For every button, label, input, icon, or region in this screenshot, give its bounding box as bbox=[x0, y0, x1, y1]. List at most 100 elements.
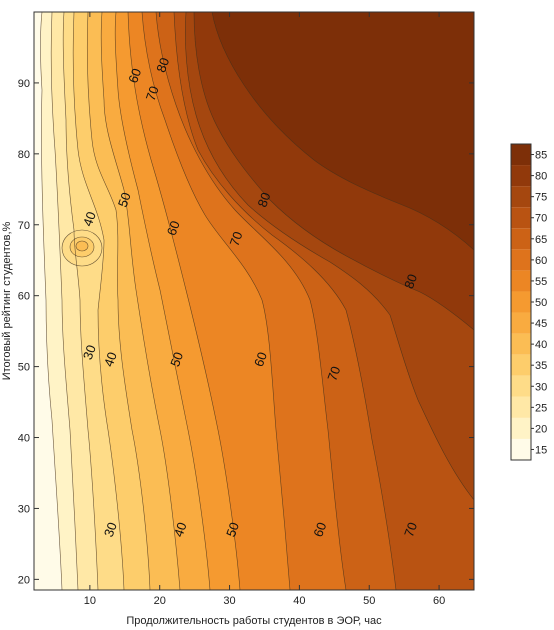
colorbar-swatch bbox=[511, 375, 531, 397]
colorbar-tick-label: 40 bbox=[535, 339, 547, 351]
x-tick-label: 30 bbox=[223, 595, 235, 607]
region-band-85 bbox=[212, 12, 474, 250]
x-tick-label: 10 bbox=[84, 595, 96, 607]
x-tick-label: 20 bbox=[154, 595, 166, 607]
colorbar-swatch bbox=[511, 186, 531, 208]
y-tick-label: 30 bbox=[18, 503, 30, 515]
contour-label-text: 50 bbox=[167, 350, 186, 369]
region-band-30 bbox=[63, 12, 124, 590]
contour-label: 70 bbox=[227, 229, 246, 248]
region-band-80 bbox=[194, 12, 474, 330]
colorbar-tick-label: 70 bbox=[535, 213, 547, 225]
contour-label: 80 bbox=[153, 56, 172, 75]
colorbar-swatch bbox=[511, 207, 531, 229]
contour-label: 60 bbox=[125, 66, 144, 85]
contour-label-text: 40 bbox=[101, 350, 120, 369]
colorbar-swatch bbox=[511, 438, 531, 460]
colorbar-swatch bbox=[511, 396, 531, 418]
colorbar-tick-label: 75 bbox=[535, 192, 547, 204]
contour-label-text: 80 bbox=[401, 272, 420, 291]
x-tick-label: 50 bbox=[363, 595, 375, 607]
contour-lines bbox=[40, 12, 474, 590]
contour-label-text: 60 bbox=[164, 219, 183, 238]
contour-label-text: 80 bbox=[254, 190, 273, 209]
region-band-50 bbox=[115, 12, 240, 590]
contour-label: 30 bbox=[101, 520, 120, 539]
region-band-65 bbox=[156, 12, 396, 590]
contour-label-text: 80 bbox=[153, 56, 172, 75]
contour-label-text: 60 bbox=[125, 66, 144, 85]
contour-label-text: 70 bbox=[401, 520, 420, 539]
x-axis-label: Продолжительность работы студентов в ЭОР… bbox=[126, 615, 382, 627]
contour-label: 60 bbox=[164, 219, 183, 238]
colorbar-swatch bbox=[511, 144, 531, 166]
contour-label: 30 bbox=[80, 343, 99, 362]
contour-label: 50 bbox=[115, 190, 134, 209]
contour-label-text: 50 bbox=[115, 190, 134, 209]
colorbar-swatch bbox=[511, 354, 531, 376]
contour-label-text: 40 bbox=[171, 520, 190, 539]
contour-label: 40 bbox=[80, 210, 99, 229]
contour-label-text: 40 bbox=[80, 210, 99, 229]
y-tick-label: 60 bbox=[18, 291, 30, 303]
region-band-60 bbox=[142, 12, 346, 590]
contour-label: 40 bbox=[171, 520, 190, 539]
region-band-20 bbox=[40, 12, 78, 590]
peak-ring-inner bbox=[76, 241, 88, 251]
colorbar-tick-label: 60 bbox=[535, 255, 547, 267]
plot-frame bbox=[33, 11, 475, 591]
colorbar-swatch bbox=[511, 228, 531, 250]
contour-label-text: 60 bbox=[251, 350, 270, 369]
contour-label: 80 bbox=[254, 190, 273, 209]
colorbar-tick-label: 15 bbox=[535, 444, 547, 456]
x-tick-label: 40 bbox=[293, 595, 305, 607]
colorbar-swatch bbox=[511, 165, 531, 187]
colorbar-swatch bbox=[511, 333, 531, 355]
colorbar-swatch bbox=[511, 270, 531, 292]
y-tick-label: 90 bbox=[18, 78, 30, 90]
colorbar-swatch bbox=[511, 249, 531, 271]
region-band-25 bbox=[51, 12, 98, 590]
y-tick-label: 40 bbox=[18, 433, 30, 445]
contour-label: 50 bbox=[223, 520, 242, 539]
contour-label: 70 bbox=[324, 364, 343, 383]
y-tick-label: 50 bbox=[18, 362, 30, 374]
contour-label: 70 bbox=[401, 520, 420, 539]
contour-label-text: 50 bbox=[223, 520, 242, 539]
y-tick-label: 70 bbox=[18, 220, 30, 232]
colorbar-tick-label: 55 bbox=[535, 276, 547, 288]
colorbar-tick-label: 65 bbox=[535, 234, 547, 246]
contour-label: 60 bbox=[251, 350, 270, 369]
colorbar-tick-label: 50 bbox=[535, 297, 547, 309]
region-band-40 bbox=[87, 12, 180, 590]
colorbar-tick-label: 25 bbox=[535, 402, 547, 414]
x-tick-label: 60 bbox=[433, 595, 445, 607]
contour-label: 80 bbox=[401, 272, 420, 291]
contour-label-text: 70 bbox=[227, 229, 246, 248]
contour-label-text: 70 bbox=[143, 84, 162, 103]
colorbar-tick-label: 80 bbox=[535, 171, 547, 183]
region-band-70 bbox=[174, 12, 474, 590]
colorbar-swatch bbox=[511, 291, 531, 313]
contour-label-text: 30 bbox=[101, 520, 120, 539]
contour-label: 70 bbox=[143, 84, 162, 103]
contour-label: 60 bbox=[310, 520, 329, 539]
contour-label-text: 30 bbox=[80, 343, 99, 362]
colorbar-tick-label: 45 bbox=[535, 318, 547, 330]
region-band-75 bbox=[185, 12, 474, 500]
y-tick-label: 80 bbox=[18, 149, 30, 161]
region-band-35 bbox=[73, 12, 150, 590]
colorbar-tick-label: 30 bbox=[535, 381, 547, 393]
colorbar-tick-label: 20 bbox=[535, 423, 547, 435]
contour-label: 50 bbox=[167, 350, 186, 369]
region-band-15 bbox=[34, 12, 62, 590]
contour-label: 40 bbox=[101, 350, 120, 369]
x-axis: 10 20 30 40 50 60 bbox=[84, 12, 445, 607]
contour-label-text: 70 bbox=[324, 364, 343, 383]
contour-label-text: 60 bbox=[310, 520, 329, 539]
y-axis-label: Итоговый рейтинг студентов,% bbox=[1, 221, 13, 380]
y-tick-label: 20 bbox=[18, 574, 30, 586]
